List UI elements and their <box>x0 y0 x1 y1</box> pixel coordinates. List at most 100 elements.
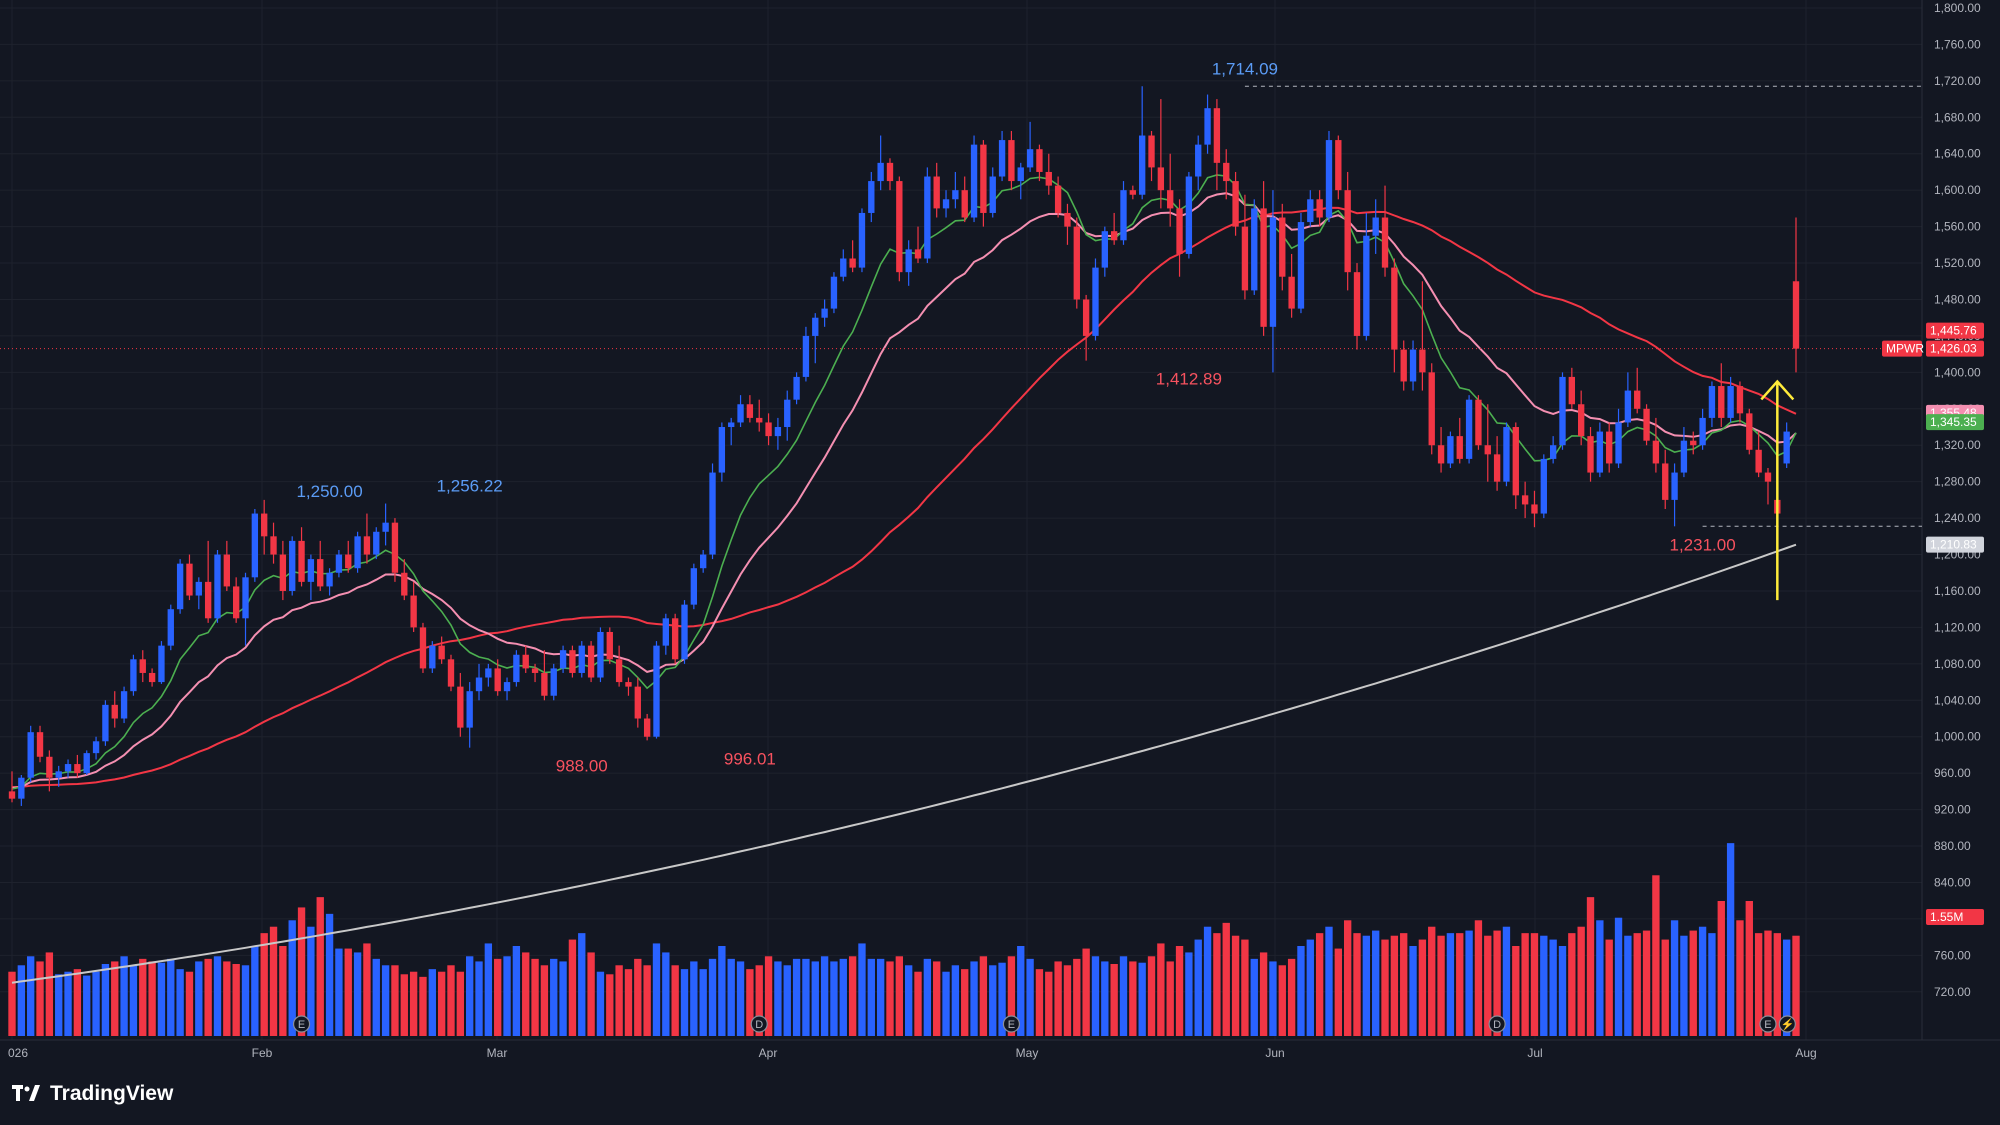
price-axis-label: 1,640.00 <box>1934 147 1981 161</box>
candle-body <box>1036 149 1043 172</box>
volume-bar <box>1231 935 1240 1036</box>
price-axis-label: 1,120.00 <box>1934 620 1981 634</box>
candle-body <box>980 144 987 213</box>
candle-body <box>1316 199 1323 218</box>
candle-body <box>1185 176 1193 254</box>
candle-body <box>559 650 567 669</box>
candle-body <box>1493 454 1501 482</box>
candle-body <box>784 399 791 428</box>
volume-bar <box>484 943 493 1036</box>
low-price-label: 1,231.00 <box>1670 535 1736 554</box>
candle-body <box>1736 386 1744 414</box>
volume-bar <box>839 958 847 1036</box>
earnings-icon <box>1002 1015 1021 1033</box>
candle-body <box>167 609 174 646</box>
candle-body <box>1148 135 1155 168</box>
volume-bar <box>718 946 726 1036</box>
candle-body <box>625 682 632 687</box>
candle-body <box>1419 349 1426 373</box>
volume-bar <box>1082 948 1090 1036</box>
candle-body <box>139 659 146 673</box>
candle-body <box>382 522 389 532</box>
volume-bar <box>148 961 156 1036</box>
volume-bar <box>680 969 689 1036</box>
volume-bar <box>1185 952 1193 1036</box>
candle-body <box>391 522 399 573</box>
volume-bar <box>1428 926 1436 1036</box>
volume-bar <box>1745 901 1753 1036</box>
volume-bar <box>559 961 567 1036</box>
candle-body <box>643 718 651 737</box>
candle-body <box>653 645 660 737</box>
time-axis-label: May <box>1016 1046 1039 1060</box>
price-axis-label: 1,320.00 <box>1934 438 1981 452</box>
candle-body <box>373 531 380 555</box>
volume-bar <box>353 952 362 1036</box>
candle-body <box>1512 427 1519 496</box>
volume-bar <box>55 974 63 1036</box>
volume-bar <box>1633 933 1641 1036</box>
candle-body <box>1363 235 1370 336</box>
price-axis-label: 1,800.00 <box>1934 1 1981 15</box>
volume-bar <box>381 965 390 1036</box>
candle-body <box>1008 140 1015 182</box>
volume-bar <box>1007 956 1016 1036</box>
candle-body <box>1391 267 1398 350</box>
price-tag <box>1926 340 1984 357</box>
low-price-label: 1,412.89 <box>1156 370 1222 389</box>
candle-body <box>1129 190 1137 195</box>
candle-body <box>223 554 231 587</box>
chart-canvas[interactable]: 1,250.00 1,256.22 988.00 996.01 1,714.09 1,41… <box>0 0 2000 1080</box>
candle-body <box>1344 190 1351 273</box>
volume-bar <box>1297 946 1305 1036</box>
price-tag-label: 1,210.83 <box>1930 538 1977 552</box>
candle-body <box>1139 135 1146 195</box>
volume-bar <box>1203 926 1212 1036</box>
volume-bar <box>1250 958 1258 1036</box>
volume-bar <box>64 971 72 1036</box>
volume-bar <box>372 958 380 1036</box>
candle-body <box>961 190 968 218</box>
volume-bar <box>550 958 558 1036</box>
volume-bar <box>1129 961 1137 1036</box>
candle-body <box>1792 281 1800 349</box>
candle-body <box>1372 217 1379 236</box>
volume-bar <box>475 961 483 1036</box>
volume-bar <box>1521 933 1529 1036</box>
volume-bar <box>531 958 539 1036</box>
volume-bar <box>512 946 521 1036</box>
volume-bar <box>1353 933 1361 1036</box>
volume-bar <box>1287 958 1296 1036</box>
candle-body <box>1269 217 1277 327</box>
volume-bar <box>251 946 259 1036</box>
volume-bar <box>1269 961 1277 1036</box>
candle-body <box>942 199 950 209</box>
brand-logo[interactable]: TradingView <box>12 1082 173 1106</box>
candle-body <box>1157 167 1165 191</box>
volume-bar <box>1484 935 1492 1036</box>
volume-bar <box>1698 926 1707 1036</box>
candle-body <box>354 536 361 569</box>
volume-bar <box>1222 922 1230 1036</box>
sma-50-line <box>11 206 1797 789</box>
candle-body <box>746 404 754 418</box>
earnings-icon <box>1759 1015 1777 1033</box>
candle-body <box>1232 181 1239 227</box>
volume-bar <box>1119 956 1128 1036</box>
volume-bar <box>1045 971 1053 1036</box>
volume-bar <box>736 961 745 1036</box>
candle-body <box>662 618 669 646</box>
candle-body <box>1251 208 1258 291</box>
volume-bar <box>1390 935 1399 1036</box>
volume-bar <box>1708 933 1716 1036</box>
volume-bar <box>1213 933 1221 1036</box>
volume-bar <box>1642 930 1651 1036</box>
candle-body <box>111 704 118 719</box>
volume-bar <box>1474 920 1483 1036</box>
candle-body <box>1606 431 1613 464</box>
candle-body <box>410 595 417 628</box>
candle-body <box>1559 376 1566 446</box>
price-tag-label: 1,345.35 <box>1930 415 1977 429</box>
lightning-icon-label: ⚡ <box>1780 1018 1794 1031</box>
